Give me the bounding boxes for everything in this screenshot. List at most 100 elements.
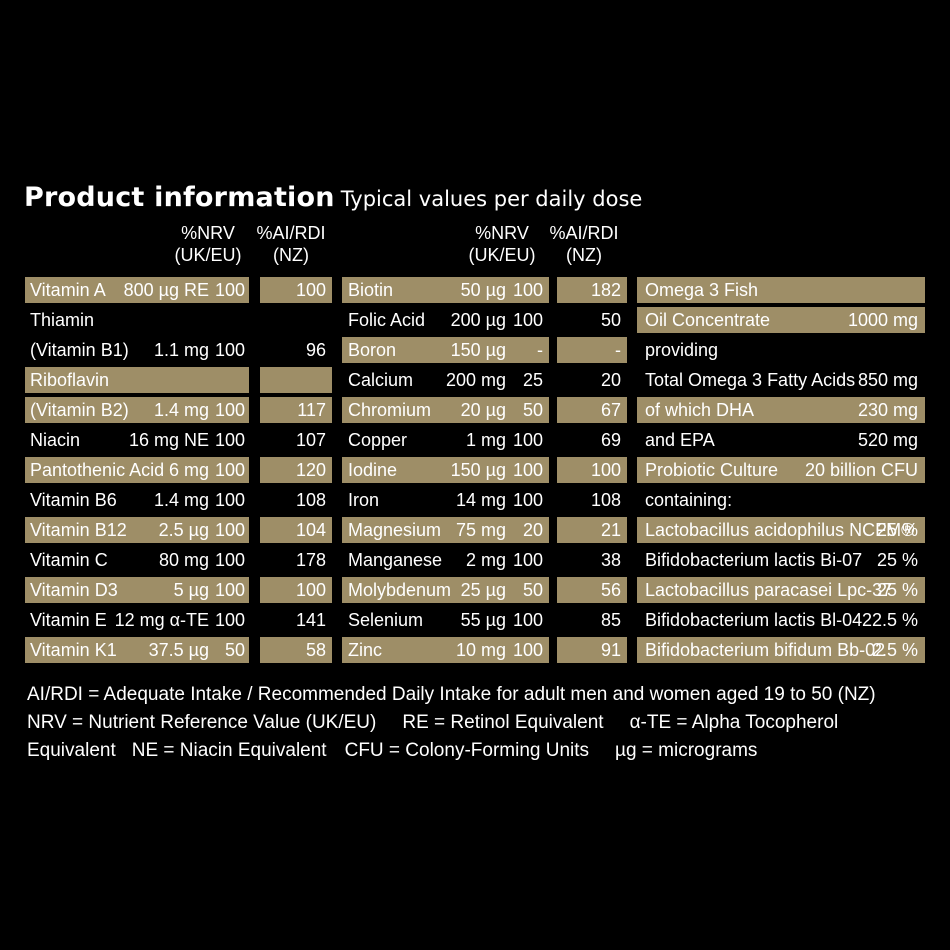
- nutrient-ai: 96: [305, 340, 326, 360]
- nutrient-ai: 67: [600, 400, 621, 420]
- footnote-line-3: Equivalent NE = Niacin Equivalent CFU = Co…: [27, 736, 757, 765]
- band-col1-ai: [260, 457, 332, 483]
- nutrient-name: Niacin: [30, 430, 81, 450]
- nutrient-ai: 100: [295, 580, 326, 600]
- band-col3: [637, 517, 925, 543]
- band-col1-ai: [260, 397, 332, 423]
- band-col1-ai: [260, 577, 332, 603]
- nutrient-amount: 12 mg α-TE: [114, 610, 209, 630]
- nutrient-amount: 6 mg: [168, 460, 209, 480]
- heading-subtitle: Typical values per daily dose: [340, 187, 643, 211]
- nutrient-ai: 182: [590, 280, 621, 300]
- nutrient-name: Vitamin E: [30, 610, 107, 630]
- band-col1-main: [25, 457, 249, 483]
- nutrient-amount: 50 µg: [460, 280, 506, 300]
- footnote-nrv: NRV = Nutrient Reference Value (UK/EU): [27, 712, 377, 733]
- nutrient-name: Copper: [348, 430, 408, 450]
- band-col1-ai: [260, 277, 332, 303]
- nutrient-ai: 21: [600, 520, 621, 540]
- footnote-line-2: NRV = Nutrient Reference Value (UK/EU) RE…: [27, 708, 838, 737]
- supplement-name: Total Omega 3 Fatty Acids: [645, 370, 856, 390]
- nutrient-name: Magnesium: [348, 520, 442, 540]
- band-col1-main: [25, 637, 249, 663]
- nutrient-nrv: 100: [214, 610, 245, 630]
- nutrient-ai: 58: [305, 640, 326, 660]
- nutrient-name: Vitamin B6: [30, 490, 117, 510]
- supplement-value: 25 %: [876, 520, 918, 540]
- nutrient-nrv: -: [537, 340, 543, 360]
- band-col2-main: [342, 337, 549, 363]
- nutrient-nrv: 100: [512, 490, 543, 510]
- heading-title: Product information: [24, 182, 335, 213]
- footnote-ne: NE = Niacin Equivalent: [131, 740, 327, 761]
- nutrient-nrv: 50: [522, 400, 543, 420]
- nutrient-amount: 2 mg: [465, 550, 506, 570]
- band-col2-ai: [557, 517, 627, 543]
- nutrient-amount: 1 mg: [465, 430, 506, 450]
- supplement-name: Lactobacillus acidophilus NCFM®: [645, 520, 915, 540]
- footnote-ate: α-TE = Alpha Tocopherol: [629, 712, 839, 733]
- band-col2-ai: [557, 397, 627, 423]
- supplement-name: Omega 3 Fish: [645, 280, 759, 300]
- nutrient-nrv: 100: [214, 490, 245, 510]
- nutrient-ai: 85: [600, 610, 621, 630]
- nutrient-nrv: 100: [512, 550, 543, 570]
- band-col1-main: [25, 517, 249, 543]
- nutrient-amount: 1.4 mg: [153, 400, 209, 420]
- nutrient-nrv: 100: [214, 520, 245, 540]
- nutrient-amount: 800 µg RE: [123, 280, 209, 300]
- nutrient-name: Iodine: [348, 460, 398, 480]
- nutrient-ai: 108: [590, 490, 621, 510]
- supplement-name: Probiotic Culture: [645, 460, 779, 480]
- nutrient-nrv: 100: [512, 310, 543, 330]
- nutrient-ai: 178: [295, 550, 326, 570]
- nutrient-amount: 150 µg: [450, 460, 506, 480]
- band-col1-main: [25, 397, 249, 423]
- band-col2-ai: [557, 337, 627, 363]
- nutrient-name: Selenium: [348, 610, 424, 630]
- nutrient-name: Manganese: [348, 550, 443, 570]
- nutrient-ai: 56: [600, 580, 621, 600]
- footnote-equivalent: Equivalent: [27, 740, 116, 761]
- nutrient-ai: 20: [600, 370, 621, 390]
- nutrient-name: Biotin: [348, 280, 394, 300]
- nutrient-name: Calcium: [348, 370, 414, 390]
- nutrient-nrv: 100: [214, 550, 245, 570]
- nutrient-name: Thiamin: [30, 310, 95, 330]
- band-col2-ai: [557, 457, 627, 483]
- nutrient-amount: 25 µg: [460, 580, 506, 600]
- nutrient-amount: 200 mg: [445, 370, 506, 390]
- footnote-line-1: AI/RDI = Adequate Intake / Recommended D…: [27, 684, 876, 705]
- nutrient-nrv: 100: [214, 340, 245, 360]
- nutrient-ai: 117: [297, 400, 326, 420]
- supplement-name: of which DHA: [645, 400, 755, 420]
- nutrient-amount: 10 mg: [455, 640, 506, 660]
- nutrient-nrv: 100: [214, 430, 245, 450]
- nutrient-name: Vitamin K1: [30, 640, 117, 660]
- band-col3: [637, 307, 925, 333]
- band-col2-ai: [557, 577, 627, 603]
- band-col2-main: [342, 577, 549, 603]
- nutrient-ai: 107: [295, 430, 326, 450]
- supplement-name: Lactobacillus paracasei Lpc-37: [645, 580, 893, 600]
- band-col1-ai: [260, 517, 332, 543]
- nutrient-nrv: 100: [214, 400, 245, 420]
- band-col3: [637, 637, 925, 663]
- band-col1-ai: [260, 637, 332, 663]
- nutrient-amount: 20 µg: [460, 400, 506, 420]
- nutrient-name: Vitamin B12: [30, 520, 127, 540]
- band-col3: [637, 577, 925, 603]
- nutrient-ai: 108: [295, 490, 326, 510]
- supplement-value: 850 mg: [857, 370, 918, 390]
- nutrient-ai: 120: [295, 460, 326, 480]
- nutrient-nrv: 50: [224, 640, 245, 660]
- nutrient-amount: 16 mg NE: [128, 430, 209, 450]
- nutrient-ai: 91: [600, 640, 621, 660]
- nutrient-name: Vitamin A: [30, 280, 106, 300]
- nutrient-amount: 75 mg: [455, 520, 506, 540]
- band-col1-ai: [260, 367, 332, 393]
- nutrient-nrv: 100: [512, 640, 543, 660]
- band-col3: [637, 277, 925, 303]
- band-col2-main: [342, 637, 549, 663]
- supplement-name: Oil Concentrate: [645, 310, 771, 330]
